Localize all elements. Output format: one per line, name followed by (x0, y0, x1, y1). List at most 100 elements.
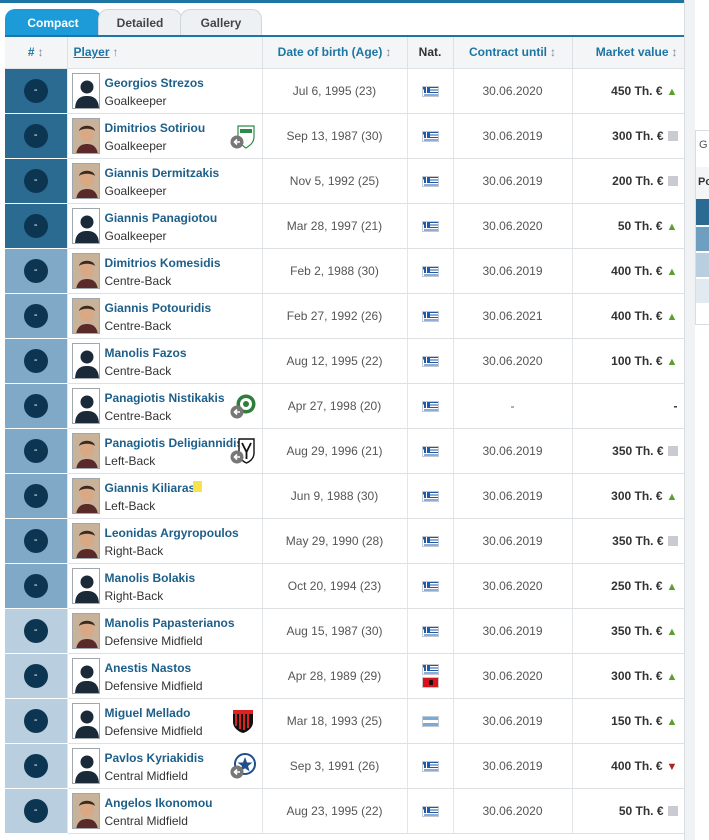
contract-until: 30.06.2020 (453, 653, 573, 699)
shirt-number-cell: - (5, 68, 68, 114)
player-photo[interactable] (71, 522, 100, 559)
loan-club-crest-icon[interactable] (230, 752, 256, 779)
player-silhouette-icon[interactable] (71, 387, 100, 424)
market-value-cell: 100 Th. € ▲ (572, 338, 685, 384)
player-photo[interactable] (71, 117, 100, 154)
shirt-number-cell: - (5, 113, 68, 159)
nationality-cell (407, 698, 454, 744)
market-value-link[interactable]: 100 Th. € (611, 353, 663, 368)
player-name-link[interactable]: Angelos Ikonomou (104, 795, 213, 810)
player-name-link[interactable]: Pavlos Kyriakidis (104, 750, 204, 765)
date-of-birth: Aug 23, 1995 (22) (262, 788, 408, 834)
shirt-number: - (23, 348, 48, 373)
player-name-link[interactable]: Manolis Papasterianos (104, 615, 235, 630)
contract-until: 30.06.2020 (453, 788, 573, 834)
player-cell: Leonidas Argyropoulos Right-Back (67, 518, 263, 564)
tab-detailed[interactable]: Detailed (98, 9, 182, 35)
col-dob[interactable]: Date of birth (Age) ↕ (262, 35, 408, 69)
contract-until: 30.06.2020 (453, 68, 573, 114)
market-value-link[interactable]: 350 Th. € (612, 443, 664, 458)
market-value-link[interactable]: 200 Th. € (612, 173, 664, 188)
market-value-link[interactable]: 300 Th. € (611, 668, 663, 683)
player-name-link[interactable]: Dimitrios Sotiriou (104, 120, 206, 135)
player-silhouette-icon[interactable] (71, 342, 100, 379)
player-name-link[interactable]: Panagiotis Deligiannidis (104, 435, 244, 450)
player-silhouette-icon[interactable] (71, 702, 100, 739)
shirt-number-cell: - (5, 473, 68, 519)
player-name-link[interactable]: Miguel Mellado (104, 705, 191, 720)
col-number[interactable]: # ↕ (5, 35, 68, 69)
player-silhouette-icon[interactable] (71, 72, 100, 109)
market-value-link[interactable]: 400 Th. € (611, 263, 663, 278)
flag-gr-icon (421, 400, 439, 412)
player-cell: Panagiotis Deligiannidis Left-Back (67, 428, 263, 474)
player-position: Centre-Back (104, 273, 172, 288)
player-name-link[interactable]: Dimitrios Komesidis (104, 255, 221, 270)
player-photo[interactable] (71, 792, 100, 829)
side-widget-row (696, 279, 709, 303)
player-name-link[interactable]: Leonidas Argyropoulos (104, 525, 239, 540)
market-value-link[interactable]: 50 Th. € (618, 803, 664, 818)
col-contract[interactable]: Contract until ↕ (453, 35, 573, 69)
player-photo[interactable] (71, 162, 100, 199)
player-photo[interactable] (71, 432, 100, 469)
market-value-link[interactable]: 150 Th. € (611, 713, 663, 728)
player-photo[interactable] (71, 477, 100, 514)
date-of-birth: Aug 29, 1996 (21) (262, 428, 408, 474)
shirt-number-cell: - (5, 563, 68, 609)
flag-gr-icon (421, 85, 439, 97)
loan-club-crest-icon[interactable] (230, 437, 256, 464)
market-value-link[interactable]: - (673, 398, 678, 413)
player-silhouette-icon[interactable] (71, 657, 100, 694)
player-name-link[interactable]: Panagiotis Nistikakis (104, 390, 225, 405)
market-value-link[interactable]: 350 Th. € (612, 533, 664, 548)
market-value-link[interactable]: 400 Th. € (611, 758, 663, 773)
market-value-link[interactable]: 300 Th. € (611, 488, 663, 503)
loan-club-crest-icon[interactable] (230, 393, 256, 419)
tab-gallery[interactable]: Gallery (180, 9, 262, 35)
table-row: - Giannis Kiliaras Left-Back Jun 9, 1988… (5, 473, 685, 519)
value-up-arrow-icon: ▲ (666, 310, 678, 323)
player-name-link[interactable]: Anestis Nastos (104, 660, 192, 675)
player-name-link[interactable]: Giannis Kiliaras (104, 480, 196, 495)
market-value-link[interactable]: 250 Th. € (611, 578, 663, 593)
player-name-link[interactable]: Giannis Potouridis (104, 300, 212, 315)
right-sidebar (695, 0, 709, 840)
player-photo[interactable] (71, 252, 100, 289)
market-value-link[interactable]: 50 Th. € (617, 218, 663, 233)
player-silhouette-icon[interactable] (71, 747, 100, 784)
market-value-link[interactable]: 450 Th. € (611, 83, 663, 98)
club-crest-icon[interactable] (230, 708, 256, 734)
view-tabs: Compact Detailed Gallery (0, 9, 684, 35)
loan-club-crest-icon[interactable] (230, 123, 256, 149)
player-photo[interactable] (71, 612, 100, 649)
table-row: - Georgios Strezos Goalkeeper Jul 6, 199… (5, 68, 685, 114)
player-photo[interactable] (71, 297, 100, 334)
tab-compact[interactable]: Compact (5, 9, 101, 35)
player-name-link[interactable]: Manolis Bolakis (104, 570, 196, 585)
nationality-cell (407, 743, 454, 789)
market-value-link[interactable]: 300 Th. € (612, 128, 664, 143)
shirt-number-cell: - (5, 743, 68, 789)
side-widget-row (696, 227, 709, 251)
market-value-link[interactable]: 400 Th. € (611, 308, 663, 323)
player-name-link[interactable]: Giannis Panagiotou (104, 210, 218, 225)
player-name-link[interactable]: Georgios Strezos (104, 75, 204, 90)
nationality-cell (407, 203, 454, 249)
table-row: - Angelos Ikonomou Central Midfield Aug … (5, 788, 685, 834)
player-position: Defensive Midfield (104, 723, 203, 738)
market-value-link[interactable]: 350 Th. € (611, 623, 663, 638)
player-name-link[interactable]: Giannis Dermitzakis (104, 165, 220, 180)
shirt-number-cell: - (5, 383, 68, 429)
col-market-value[interactable]: Market value ↕ (572, 35, 685, 69)
player-position: Goalkeeper (104, 93, 167, 108)
player-silhouette-icon[interactable] (71, 207, 100, 244)
col-player[interactable]: Player ↑ (67, 35, 263, 69)
date-of-birth: Oct 20, 1994 (23) (262, 563, 408, 609)
player-silhouette-icon[interactable] (71, 567, 100, 604)
shirt-number: - (23, 753, 48, 778)
flag-ar-icon (421, 715, 439, 727)
player-cell: Anestis Nastos Defensive Midfield (67, 653, 263, 699)
player-name-link[interactable]: Manolis Fazos (104, 345, 187, 360)
contract-until: 30.06.2019 (453, 518, 573, 564)
